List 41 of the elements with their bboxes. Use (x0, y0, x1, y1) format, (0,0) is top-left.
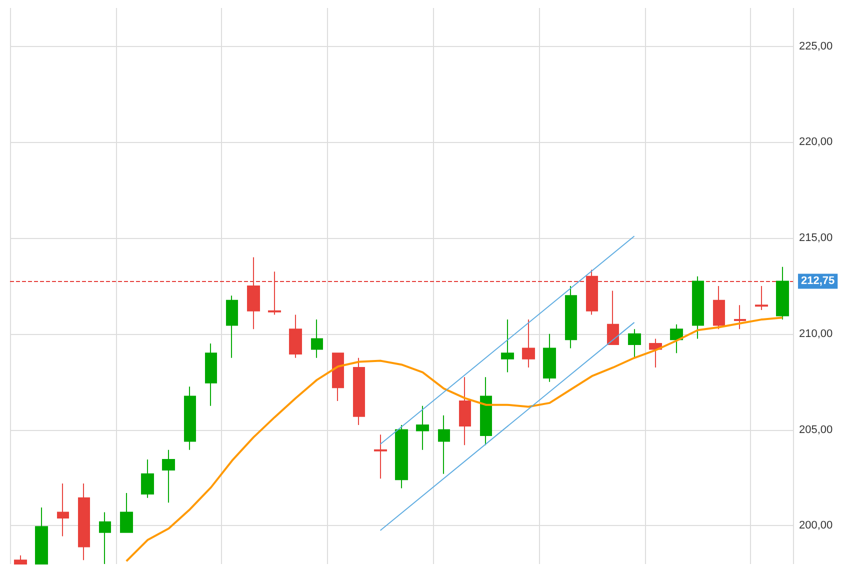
candlestick (416, 405, 429, 450)
y-tick-label: 215,00 (799, 232, 833, 244)
candlestick (565, 286, 577, 349)
candlestick (374, 434, 387, 480)
candlestick (205, 343, 217, 406)
candlestick (543, 333, 556, 382)
candlestick (522, 319, 535, 368)
candlestick (57, 482, 69, 537)
candlestick (438, 414, 450, 474)
candlestick (734, 304, 746, 330)
candlestick (670, 324, 683, 354)
candlestick (459, 376, 471, 446)
candlestick (141, 459, 154, 498)
line-series (125, 316, 784, 562)
ref-line-label: 212,75 (801, 275, 835, 288)
y-tick-label: 200,00 (799, 520, 833, 532)
candlestick (755, 286, 768, 310)
candlestick (184, 386, 196, 450)
candlestick (480, 376, 492, 446)
candlestick (776, 266, 789, 320)
candlestick (226, 295, 238, 358)
candlestick (353, 357, 365, 426)
candlestick (628, 328, 641, 358)
candlestick (162, 449, 175, 504)
y-tick-label: 210,00 (799, 328, 833, 340)
candlestick (120, 492, 133, 533)
candlestick (99, 512, 111, 564)
candlestick (14, 554, 27, 564)
y-tick-label: 205,00 (799, 424, 833, 436)
candlestick (395, 424, 408, 489)
y-tick-label: 220,00 (799, 136, 833, 148)
candlestick (501, 319, 514, 373)
candlestick (289, 314, 302, 358)
candlestick (78, 482, 90, 561)
candlestick (713, 286, 725, 330)
candlestick (692, 276, 704, 340)
y-tick-label: 225,00 (799, 40, 833, 52)
candlestick (332, 352, 344, 402)
candlestick (311, 319, 323, 358)
candlestick (35, 506, 48, 564)
candlestick (607, 290, 619, 345)
